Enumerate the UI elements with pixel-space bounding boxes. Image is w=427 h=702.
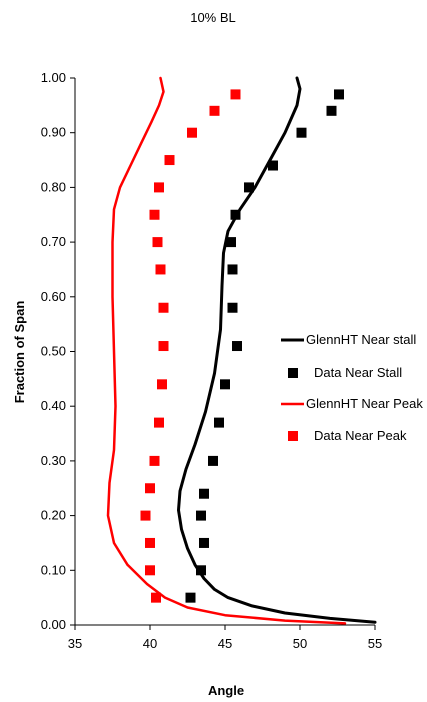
data-point-data-near-peak (164, 155, 175, 166)
legend-label-data-near-peak: Data Near Peak (314, 428, 407, 443)
data-point-data-near-stall (196, 510, 206, 521)
data-point-data-near-peak (154, 182, 164, 193)
data-point-data-near-peak (155, 264, 166, 275)
data-point-data-near-stall (268, 160, 278, 171)
x-tick-label: 50 (293, 636, 307, 651)
data-point-data-near-stall (196, 565, 206, 576)
legend-swatch-data-near-peak (288, 431, 298, 441)
series-layer (106, 76, 377, 625)
legend-label-glennht-near-stall: GlennHT Near stall (306, 332, 416, 347)
data-point-data-near-peak (149, 455, 160, 466)
data-point-data-near-peak (145, 565, 155, 576)
y-tick-label: 0.60 (41, 289, 66, 304)
data-point-data-near-peak (158, 341, 169, 352)
data-point-data-near-stall (230, 209, 241, 220)
data-point-data-near-peak (145, 537, 155, 548)
data-point-data-near-stall (214, 417, 224, 428)
axes: 0.00 0.10 0.20 0.30 0.40 0.50 0.60 0.70 0.80 0.90… (41, 70, 383, 651)
y-tick-label: 1.00 (41, 70, 66, 85)
legend: GlennHT Near stall Data Near Stall GlennHT… (281, 332, 423, 443)
data-point-data-near-stall (232, 341, 242, 352)
y-tick-label: 0.10 (41, 562, 66, 577)
y-tick-label: 0.70 (41, 234, 66, 249)
data-point-data-near-peak (145, 483, 155, 494)
data-point-data-near-stall (334, 89, 344, 100)
y-tick-label: 0.50 (41, 344, 66, 359)
data-point-data-near-peak (151, 592, 161, 603)
data-point-data-near-peak (157, 379, 167, 390)
data-point-data-near-stall (199, 488, 209, 499)
data-point-data-near-peak (154, 417, 164, 428)
data-point-data-near-stall (185, 592, 196, 603)
x-tick-label: 55 (368, 636, 382, 651)
x-tick-label: 45 (218, 636, 232, 651)
y-tick-label: 0.20 (41, 508, 66, 523)
data-point-data-near-stall (226, 237, 236, 248)
chart-title: 10% BL (190, 10, 236, 25)
data-point-data-near-stall (244, 182, 254, 193)
x-tick-label: 35 (68, 636, 82, 651)
y-tick-label: 0.90 (41, 125, 66, 140)
series-line-glennht-near-stall (177, 76, 377, 624)
data-point-data-near-peak (158, 302, 169, 313)
data-point-data-near-stall (227, 302, 238, 313)
y-tick-label: 0.40 (41, 398, 66, 413)
data-point-data-near-peak (149, 209, 160, 220)
data-point-data-near-peak (187, 127, 197, 138)
legend-label-data-near-stall: Data Near Stall (314, 365, 402, 380)
data-point-data-near-peak (209, 105, 220, 116)
data-point-data-near-stall (326, 105, 337, 116)
data-point-data-near-peak (230, 89, 241, 100)
x-axis-title: Angle (208, 683, 244, 698)
x-tick-label: 40 (143, 636, 157, 651)
data-point-data-near-peak (152, 237, 163, 248)
data-point-data-near-stall (296, 127, 307, 138)
series-line-glennht-near-peak (106, 76, 347, 625)
legend-label-glennht-near-peak: GlennHT Near Peak (306, 396, 423, 411)
data-point-data-near-stall (199, 537, 209, 548)
y-tick-label: 0.80 (41, 179, 66, 194)
y-axis-title: Fraction of Span (12, 301, 27, 404)
y-tick-label: 0.30 (41, 453, 66, 468)
data-point-data-near-stall (220, 379, 230, 390)
data-point-data-near-stall (208, 455, 218, 466)
data-point-data-near-peak (140, 510, 151, 521)
legend-swatch-data-near-stall (288, 368, 298, 378)
data-point-data-near-stall (227, 264, 238, 275)
y-tick-label: 0.00 (41, 617, 66, 632)
